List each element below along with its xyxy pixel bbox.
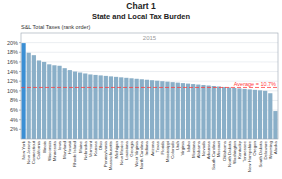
bar: [268, 93, 272, 139]
chart: Chart 1State and Local Tax BurdenS&L Tot…: [0, 0, 282, 179]
grid-line: [21, 52, 278, 53]
bar: [93, 75, 97, 139]
bar: [73, 72, 77, 139]
bar: [191, 84, 195, 139]
grid-line: [21, 42, 278, 43]
y-tick-label: 6%: [10, 107, 18, 113]
y-tick-label: 10%: [7, 88, 18, 94]
bar: [47, 64, 51, 139]
bars: [21, 43, 277, 139]
bar: [273, 111, 277, 139]
bar: [253, 90, 257, 139]
bar: [263, 91, 267, 139]
bar: [140, 79, 144, 139]
bar: [63, 68, 67, 139]
bar: [217, 86, 221, 139]
bar: [212, 86, 216, 139]
average-line: [21, 87, 278, 88]
y-axis: 2% 4% 6% 8% 10% 12% 14% 16% 18% 20%: [7, 40, 21, 133]
bar: [27, 53, 31, 139]
year-label: 2015: [143, 35, 157, 41]
bar: [57, 66, 61, 139]
bar: [227, 87, 231, 139]
bar: [32, 55, 36, 139]
bar: [42, 62, 46, 139]
bar: [186, 84, 190, 139]
bar: [237, 88, 241, 139]
plot-frame: [21, 33, 278, 139]
bar: [104, 76, 108, 139]
bar: [155, 81, 159, 139]
bar: [37, 60, 41, 139]
bar: [171, 82, 175, 139]
y-tick-label: 16%: [7, 59, 18, 65]
bar: [88, 74, 92, 139]
bar: [176, 83, 180, 139]
bar: [232, 88, 236, 139]
bar: [160, 81, 164, 139]
bar: [68, 70, 72, 139]
bar: [258, 90, 262, 139]
bar: [248, 89, 252, 139]
bar: [242, 89, 246, 139]
y-tick-label: 18%: [7, 49, 18, 55]
bar: [114, 77, 118, 139]
bar: [21, 43, 25, 139]
y-tick-label: 2%: [10, 126, 18, 132]
y-tick-label: 4%: [10, 117, 18, 123]
bar: [222, 87, 226, 139]
bar: [207, 86, 211, 139]
y-tick-label: 8%: [10, 97, 18, 103]
title: Chart 1: [126, 1, 156, 11]
bar: [119, 77, 123, 139]
bar: [145, 80, 149, 139]
y-tick-label: 14%: [7, 69, 18, 75]
bar: [150, 80, 154, 139]
bar: [83, 73, 87, 139]
bar: [109, 76, 113, 139]
y-tick-label: 12%: [7, 78, 18, 84]
grid-line: [21, 61, 278, 62]
x-axis: New YorkNew JerseyConnecticutCaliforniaI…: [21, 140, 278, 172]
subtitle: State and Local Tax Burden: [92, 12, 191, 21]
bar: [165, 82, 169, 139]
bar: [124, 78, 128, 139]
y-tick-label: 20%: [7, 40, 18, 46]
bar: [78, 73, 82, 139]
x-tick-label: Alaska: [273, 140, 278, 154]
bar: [181, 83, 185, 139]
bar: [52, 65, 56, 139]
bar: [201, 85, 205, 139]
bar: [196, 85, 200, 139]
average-label: Average = 10.7%: [234, 81, 276, 87]
bar: [99, 75, 103, 139]
panel-label: S&L Total Taxes (rank order): [21, 24, 90, 30]
